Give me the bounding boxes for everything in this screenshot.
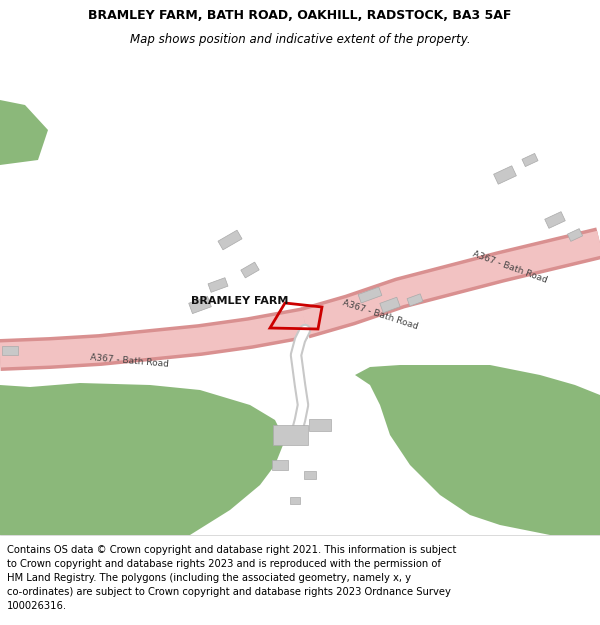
Bar (208, 278, 228, 292)
Text: A367 - Bath Road: A367 - Bath Road (91, 353, 170, 369)
Bar (2, 346, 18, 354)
Text: A367 - Bath Road: A367 - Bath Road (341, 299, 419, 331)
Bar (358, 287, 382, 303)
Bar (407, 294, 423, 306)
Polygon shape (0, 100, 48, 165)
Text: A367 - Bath Road: A367 - Bath Road (472, 249, 548, 285)
Text: 100026316.: 100026316. (7, 601, 67, 611)
Text: to Crown copyright and database rights 2023 and is reproduced with the permissio: to Crown copyright and database rights 2… (7, 559, 441, 569)
Bar (545, 212, 565, 228)
Bar (290, 496, 300, 504)
Text: BRAMLEY FARM, BATH ROAD, OAKHILL, RADSTOCK, BA3 5AF: BRAMLEY FARM, BATH ROAD, OAKHILL, RADSTO… (88, 9, 512, 22)
Text: BRAMLEY FARM: BRAMLEY FARM (191, 296, 289, 306)
Polygon shape (355, 365, 600, 535)
Text: Contains OS data © Crown copyright and database right 2021. This information is : Contains OS data © Crown copyright and d… (7, 545, 457, 555)
Bar (272, 460, 288, 470)
Bar (304, 471, 316, 479)
Bar (241, 262, 259, 278)
Bar (568, 229, 583, 241)
Bar (309, 419, 331, 431)
Bar (522, 153, 538, 167)
Text: HM Land Registry. The polygons (including the associated geometry, namely x, y: HM Land Registry. The polygons (includin… (7, 573, 411, 583)
Bar (218, 230, 242, 250)
Bar (380, 298, 400, 312)
Bar (272, 425, 308, 445)
Text: co-ordinates) are subject to Crown copyright and database rights 2023 Ordnance S: co-ordinates) are subject to Crown copyr… (7, 587, 451, 597)
Polygon shape (0, 383, 285, 535)
Text: Map shows position and indicative extent of the property.: Map shows position and indicative extent… (130, 33, 470, 46)
Bar (494, 166, 517, 184)
Bar (189, 296, 211, 314)
